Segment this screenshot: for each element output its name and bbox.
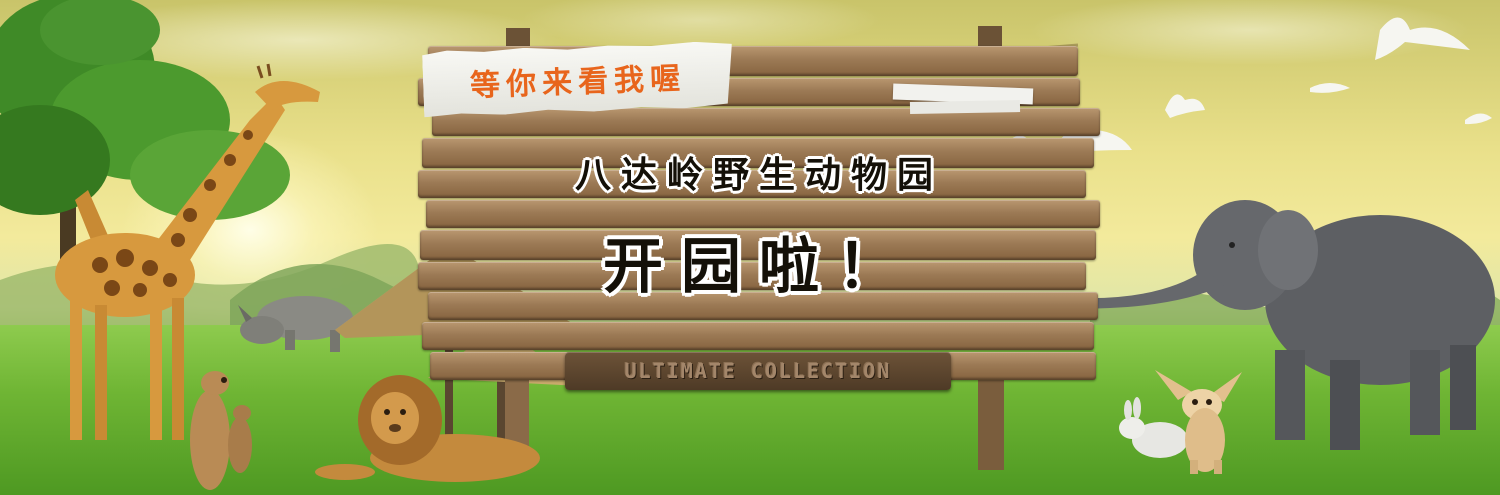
- opening-headline: 开园啦！: [603, 232, 915, 302]
- sign-post-right: [978, 376, 1004, 470]
- rabbit: [1119, 397, 1188, 458]
- paper-tag: 等你来看我喔: [422, 41, 734, 118]
- lion: [315, 375, 540, 482]
- rhino: [238, 296, 353, 352]
- collection-plate-text: ULTIMATE COLLECTION: [624, 359, 892, 383]
- paper-tag-text: 等你来看我喔: [469, 61, 687, 104]
- meerkats: [190, 371, 252, 490]
- elephant: [1015, 200, 1495, 450]
- tree: [0, 0, 290, 290]
- fennec-fox: [1155, 370, 1242, 474]
- collection-plate: ULTIMATE COLLECTION: [565, 352, 951, 390]
- giraffe: [55, 63, 320, 440]
- paper-strip-small: [909, 100, 1021, 114]
- park-name-title: 八达岭野生动物园: [574, 155, 943, 196]
